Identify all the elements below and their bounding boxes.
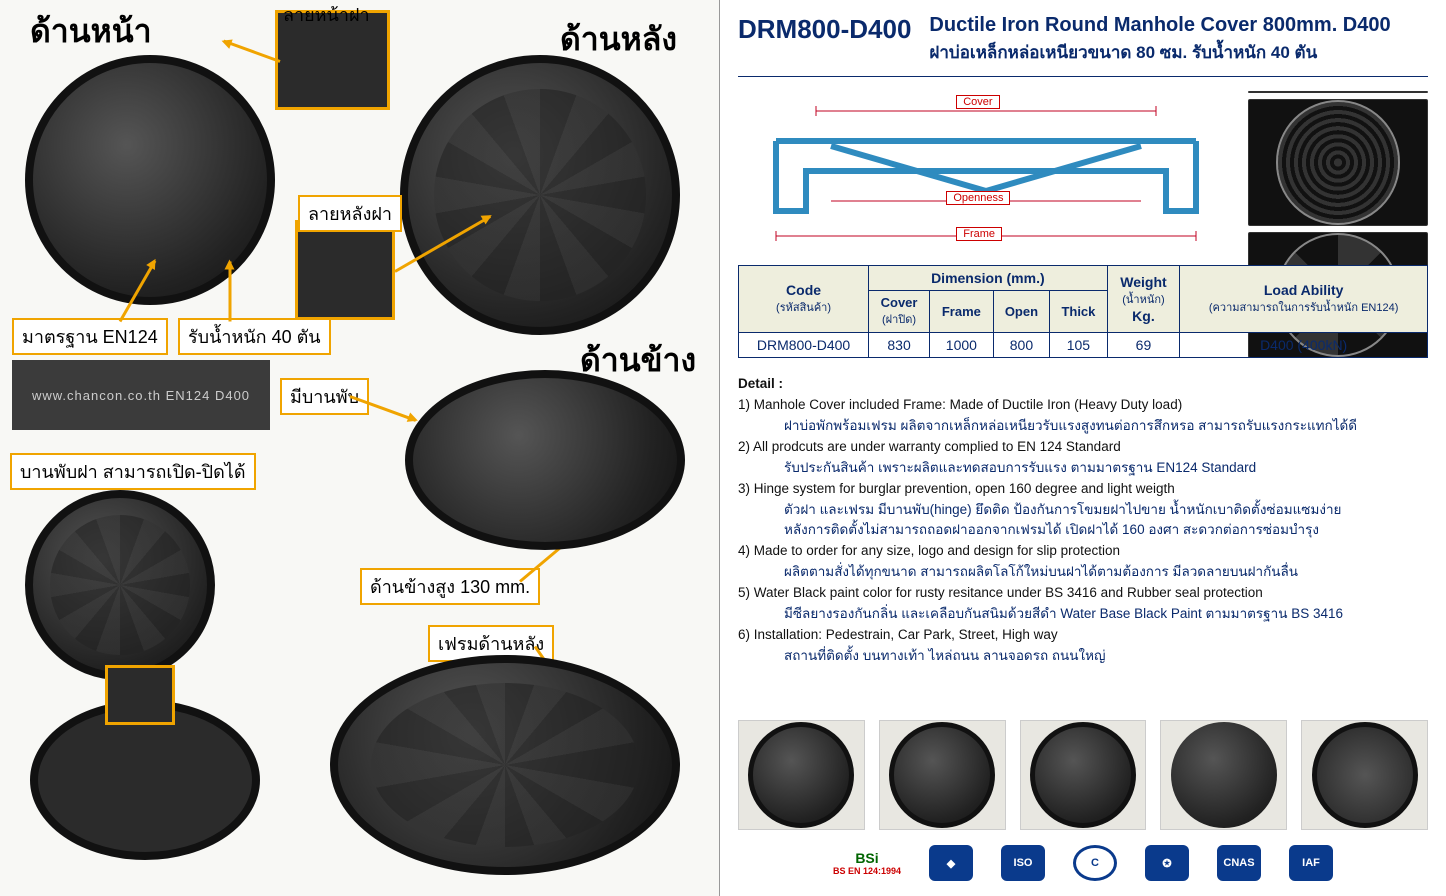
mini-render-front [1248,99,1428,226]
dim-frame: Frame [956,227,1002,241]
logo-ccc: C [1073,845,1117,881]
logo-ukas: ✪ [1145,845,1189,881]
cell-open: 800 [993,333,1050,358]
th-load: Load Ability (ความสามารถในการรับน้ำหนัก … [1180,266,1428,333]
cell-thick: 105 [1050,333,1107,358]
cell-cover: 830 [869,333,930,358]
thumb-3 [1020,720,1147,830]
label-front: ด้านหน้า [30,6,152,57]
th-open: Open [993,291,1050,333]
thumb-4 [1160,720,1287,830]
cross-section-diagram: Cover Openness Frame [738,91,1234,251]
detail-line-th: ตัวฝา และเฟรม มีบานพับ(hinge) ยึดติด ป้อ… [738,500,1428,521]
th-weight: Weight (น้ำหนัก) Kg. [1107,266,1180,333]
detail-block: Detail : 1) Manhole Cover included Frame… [738,374,1428,706]
detail-line-en: 2) All prodcuts are under warranty compl… [738,437,1428,458]
detail-line-th: มีซีลยางรองกันกลิ่น และเคลือบกันสนิมด้วย… [738,604,1428,625]
label-back: ด้านหลัง [560,14,677,65]
thumb-2 [879,720,1006,830]
logo-iaf: IAF [1289,845,1333,881]
mini-renders [1248,91,1428,251]
detail-line-th: ผลิตตามสั่งได้ทุกขนาด สามารถผลิตโลโก้ใหม… [738,562,1428,583]
title-th: ฝาบ่อเหล็กหล่อเหนียวขนาด 80 ซม. รับน้ำหน… [929,39,1428,66]
detail-lead: Detail : [738,376,783,391]
divider [738,76,1428,77]
detail-hinge [105,665,175,725]
detail-line-th: สถานที่ติดตั้ง บนทางเท้า ไหล่ถนน ลานจอดร… [738,646,1428,667]
cell-weight: 69 [1107,333,1180,358]
mini-render-iso [1248,91,1428,93]
right-datasheet-panel: DRM800-D400 Ductile Iron Round Manhole C… [720,0,1446,896]
callout-hinge-open: บานพับฝา สามารถเปิด-ปิดได้ [10,453,256,490]
detail-line-en: 4) Made to order for any size, logo and … [738,541,1428,562]
callout-back-pattern: ลายหลังฝา [298,195,402,232]
photo-hinge-top [25,490,215,680]
th-dim: Dimension (mm.) [869,266,1108,291]
detail-line-en: 5) Water Black paint color for rusty res… [738,583,1428,604]
left-photo-panel: ด้านหน้า ด้านหลัง ด้านข้าง ลายหลังฝา มาต… [0,0,720,896]
detail-line-th: ฝาบ่อพักพร้อมเฟรม ผลิตจากเหล็กหล่อเหนียว… [738,416,1428,437]
thumbnail-row [738,720,1428,830]
photo-back-cover [400,55,680,335]
dim-openness: Openness [946,191,1010,205]
diagram-row: Cover Openness Frame [738,91,1428,251]
photo-side [405,370,685,550]
detail-line-th: รับประกันสินค้า เพราะผลิตและทดสอบการรับแ… [738,458,1428,479]
cert-logo-row: BSiBS EN 124:1994 ◆ ISO C ✪ CNAS IAF [738,840,1428,886]
detail-back-pattern [295,220,395,320]
callout-load: รับน้ำหนัก 40 ตัน [178,318,331,355]
texture-strip: www.chancon.co.th EN124 D400 [12,360,270,430]
th-thick: Thick [1050,291,1107,333]
spec-table: Code (รหัสสินค้า) Dimension (mm.) Weight… [738,265,1428,358]
header: DRM800-D400 Ductile Iron Round Manhole C… [738,14,1428,66]
th-frame: Frame [930,291,994,333]
table-row: DRM800-D400 830 1000 800 105 69 D400 (40… [739,333,1428,358]
thumb-5 [1301,720,1428,830]
cell-load: D400 (400kN) [1180,333,1428,358]
detail-line-en: 3) Hinge system for burglar prevention, … [738,479,1428,500]
callout-front-pattern: ลายหน้าฝา [275,0,378,31]
dim-cover: Cover [956,95,999,109]
logo-iso: ISO [1001,845,1045,881]
detail-line-th: หลังการติดตั้งไม่สามารถถอดฝาออกจากเฟรมได… [738,520,1428,541]
callout-standard: มาตรฐาน EN124 [12,318,168,355]
th-cover: Cover (ฝาปิด) [869,291,930,333]
photo-frame-back [330,655,680,875]
thumb-1 [738,720,865,830]
arrow [229,262,232,322]
product-code: DRM800-D400 [738,14,911,45]
title-en: Ductile Iron Round Manhole Cover 800mm. … [929,14,1428,37]
callout-side-height: ด้านข้างสูง 130 mm. [360,568,540,605]
cell-frame: 1000 [930,333,994,358]
arrow [223,40,280,63]
detail-line-en: 6) Installation: Pedestrain, Car Park, S… [738,625,1428,646]
logo-bsi: BSiBS EN 124:1994 [833,845,901,881]
cell-code: DRM800-D400 [739,333,869,358]
logo-cnas: CNAS [1217,845,1261,881]
th-code: Code (รหัสสินค้า) [739,266,869,333]
logo-tis: ◆ [929,845,973,881]
detail-line-en: 1) Manhole Cover included Frame: Made of… [738,395,1428,416]
